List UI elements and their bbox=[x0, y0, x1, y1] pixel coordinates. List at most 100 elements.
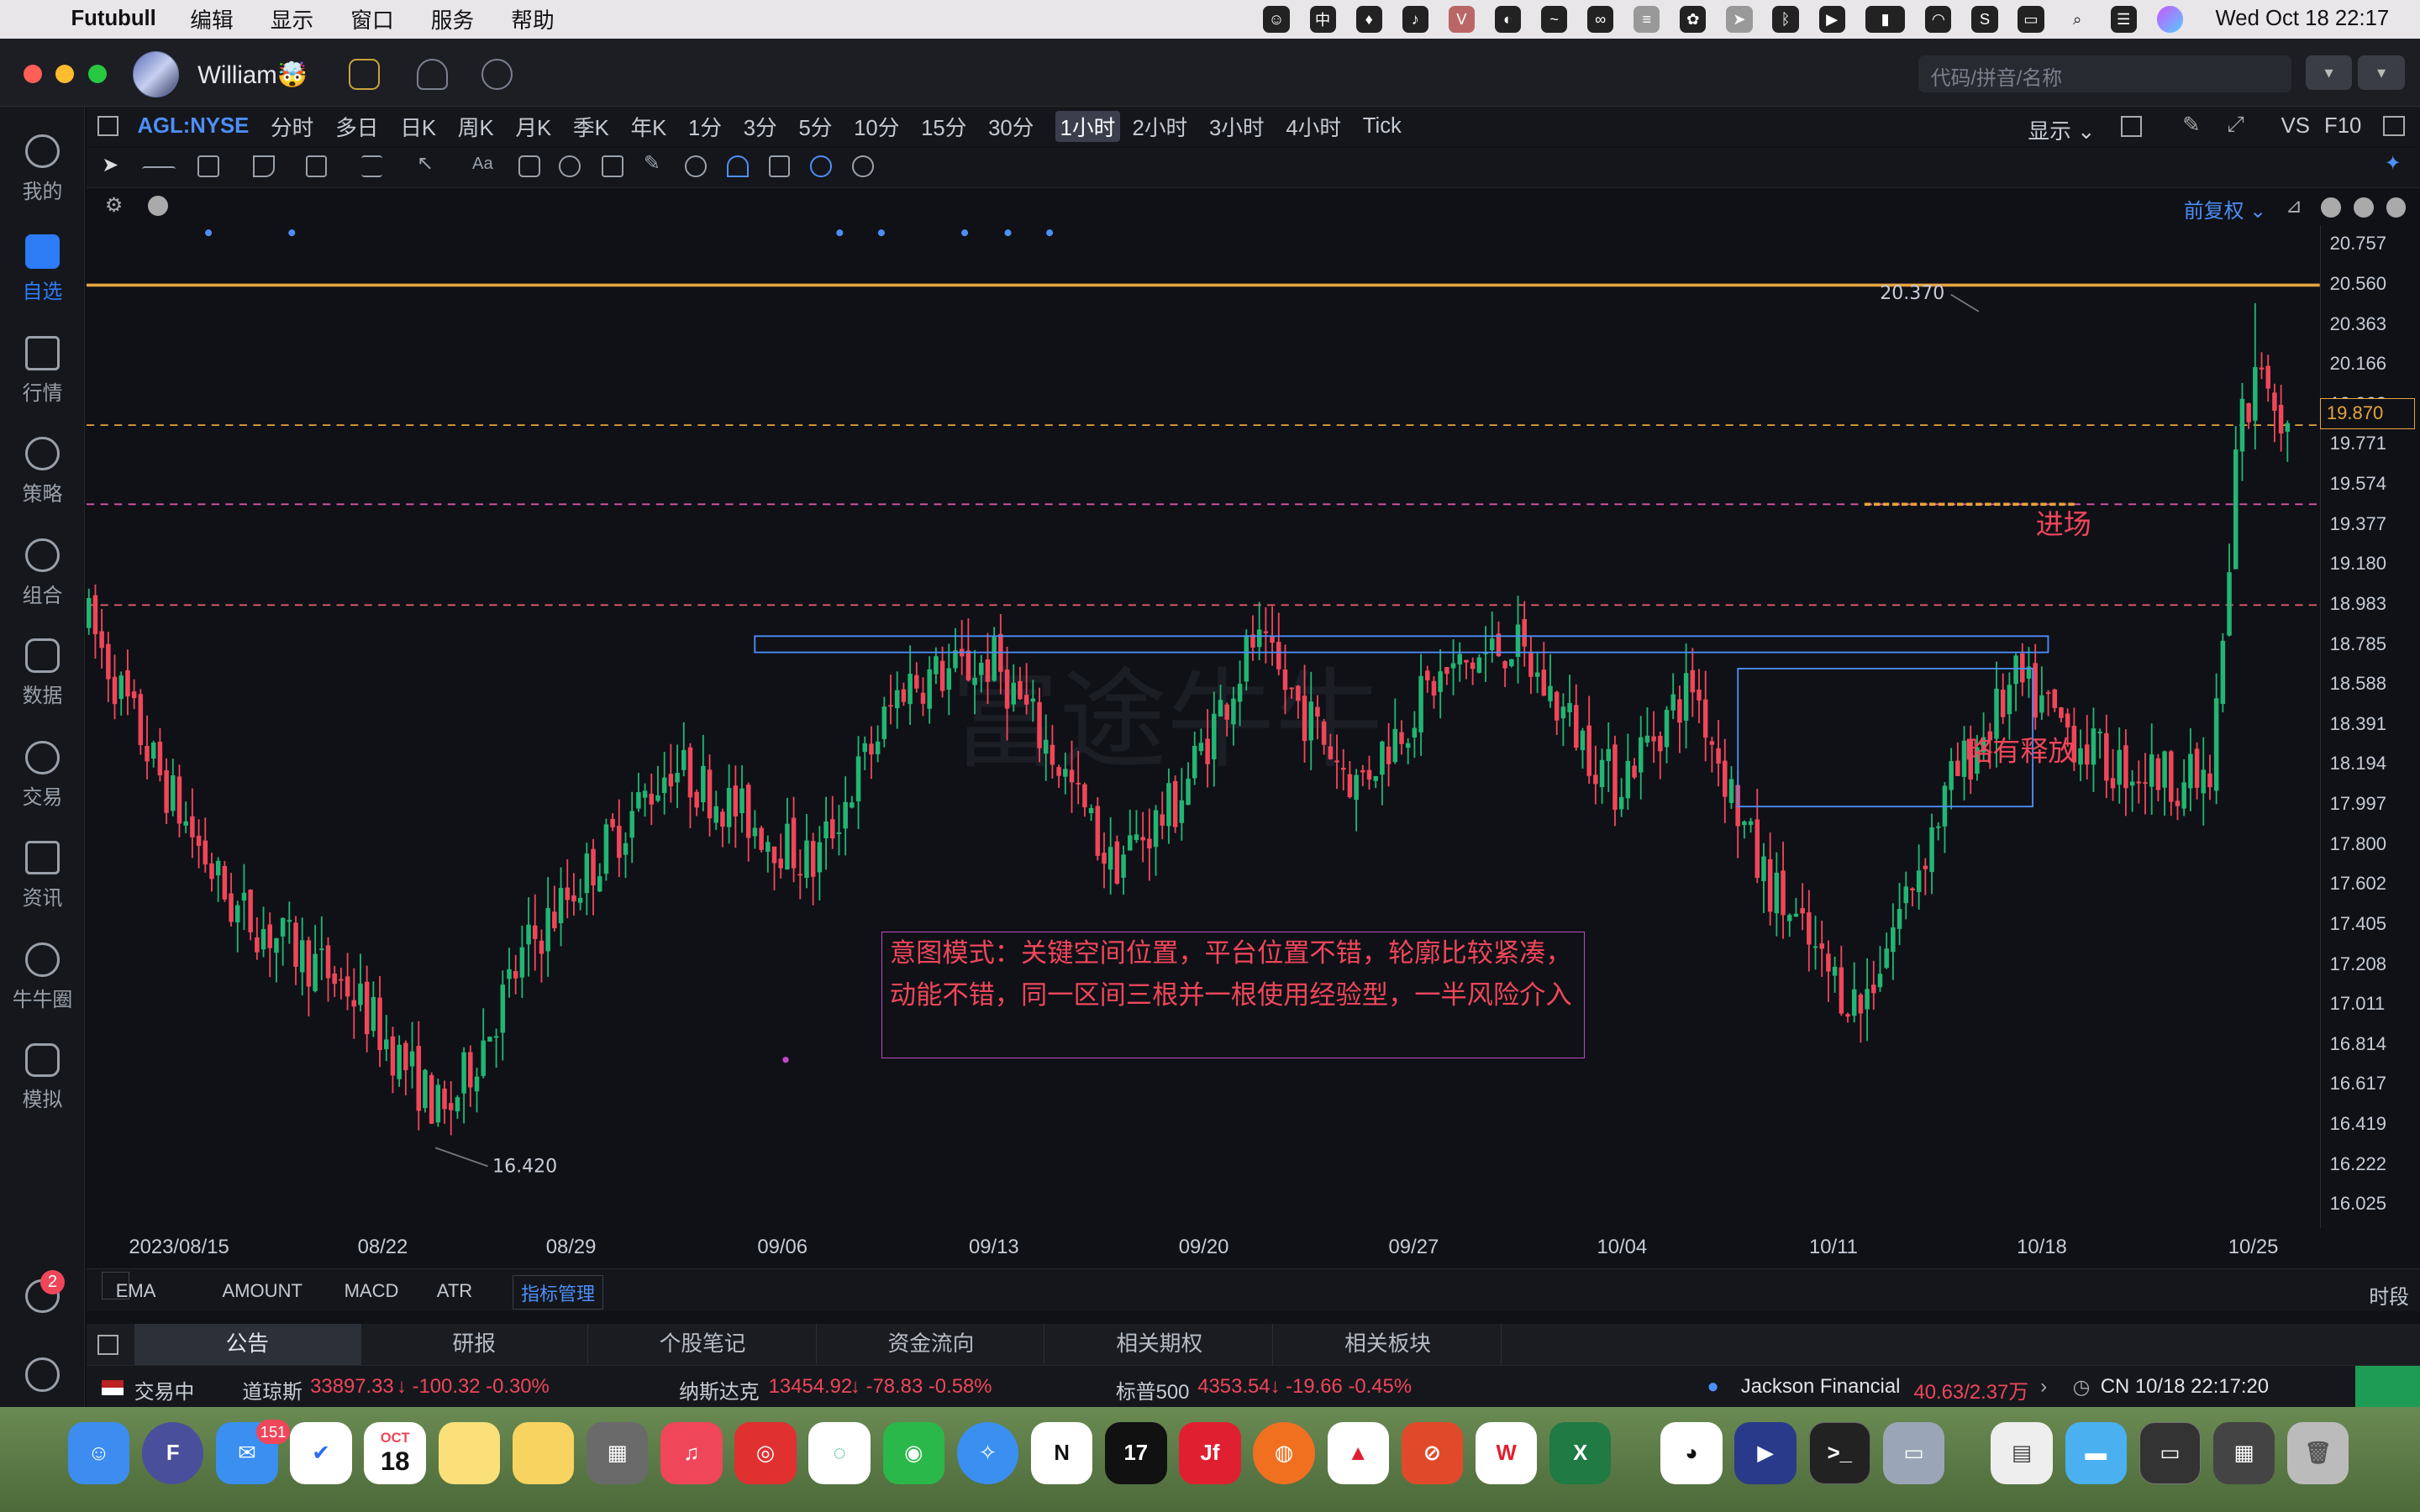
calculator-icon[interactable]: ▦ bbox=[586, 1422, 649, 1484]
sidebar-item-portfolio[interactable]: 组合 bbox=[0, 526, 85, 618]
tab-research[interactable]: 研报 bbox=[361, 1323, 588, 1366]
tab-notes[interactable]: 个股笔记 bbox=[590, 1323, 817, 1366]
tab-monthly[interactable]: 月K bbox=[515, 117, 552, 141]
tab-tick[interactable]: Tick bbox=[1362, 114, 1402, 139]
avatar[interactable] bbox=[132, 50, 180, 97]
cursor-icon[interactable]: ➤ bbox=[102, 153, 119, 176]
bell-icon[interactable]: ♪ bbox=[1402, 6, 1428, 33]
futubull-dock-icon[interactable]: F bbox=[141, 1422, 204, 1484]
pin-icon[interactable]: ✦ bbox=[2384, 151, 2402, 175]
magnet-icon[interactable] bbox=[727, 155, 749, 178]
tab-daily[interactable]: 日K bbox=[400, 117, 437, 141]
meeting-icon[interactable]: ▶ bbox=[1734, 1422, 1797, 1484]
close-window-button[interactable] bbox=[23, 65, 42, 84]
excel-icon[interactable]: X bbox=[1549, 1422, 1612, 1484]
wps-icon[interactable]: W bbox=[1475, 1422, 1538, 1484]
display-icon[interactable]: ▭ bbox=[2018, 6, 2044, 33]
menubar-clock[interactable]: Wed Oct 18 22:17 bbox=[2215, 7, 2390, 31]
menu-edit[interactable]: 编辑 bbox=[190, 9, 234, 34]
mail-icon[interactable]: ✉ bbox=[216, 1422, 278, 1484]
headset-icon[interactable]: ◐ bbox=[1494, 6, 1522, 33]
shield-icon[interactable]: ♦ bbox=[1355, 6, 1382, 33]
send-icon[interactable]: ➤ bbox=[1726, 6, 1753, 33]
news-ticker-name[interactable]: Jackson Financial bbox=[1740, 1375, 1901, 1399]
indicator-amount[interactable]: AMOUNT bbox=[222, 1279, 302, 1301]
tab-1hour[interactable]: 1小时 bbox=[1055, 111, 1120, 143]
creative-cloud-icon[interactable]: ∞ bbox=[1587, 6, 1614, 33]
chat-button[interactable]: 2 bbox=[0, 1267, 85, 1328]
symbol-label[interactable]: AGL:NYSE bbox=[137, 114, 250, 139]
menu-help[interactable]: 帮助 bbox=[511, 9, 555, 34]
chevron-down-icon[interactable] bbox=[148, 196, 169, 217]
menu-services[interactable]: 服务 bbox=[430, 9, 475, 34]
control-center-icon[interactable]: ☰ bbox=[2110, 6, 2137, 33]
todo-icon[interactable]: ✔ bbox=[290, 1422, 352, 1484]
screenshot-stack-icon[interactable]: ▭ bbox=[2139, 1422, 2202, 1484]
zoom-tool-icon[interactable] bbox=[558, 155, 581, 178]
search-icon[interactable]: ⌕ bbox=[2072, 9, 2082, 28]
music-icon[interactable]: ♫ bbox=[660, 1422, 723, 1484]
input-method-icon[interactable]: 中 bbox=[1309, 6, 1336, 33]
collapse-icon[interactable] bbox=[2353, 197, 2374, 218]
display-dropdown[interactable]: 显示 ⌄ bbox=[2028, 119, 2096, 144]
tab-intraday[interactable]: 分时 bbox=[270, 117, 314, 141]
notion-icon[interactable]: N bbox=[1030, 1422, 1093, 1484]
app-name-menu[interactable]: Futubull bbox=[71, 7, 156, 31]
zoom-window-button[interactable] bbox=[87, 65, 107, 84]
comment-tool-icon[interactable] bbox=[518, 155, 540, 178]
wechat-share-button[interactable] bbox=[2354, 1366, 2420, 1409]
sidebar-item-strategy[interactable]: 策略 bbox=[0, 424, 85, 517]
netease-music-icon[interactable]: ◎ bbox=[734, 1422, 797, 1484]
fullscreen-icon[interactable]: ⤢ bbox=[2227, 113, 2244, 137]
sidebar-item-watchlist[interactable]: 自选 bbox=[0, 222, 85, 314]
support-headset-icon[interactable] bbox=[481, 58, 513, 90]
settings-button[interactable] bbox=[0, 1346, 85, 1407]
sidebar-item-market[interactable]: 行情 bbox=[0, 324, 85, 417]
sidebar-item-community[interactable]: 牛牛圈 bbox=[0, 931, 85, 1023]
draw-settings-icon[interactable] bbox=[851, 155, 874, 178]
document-stack-icon[interactable]: ▤ bbox=[1991, 1422, 2053, 1484]
trash-dock-icon[interactable]: 🗑 bbox=[2286, 1422, 2349, 1484]
eraser-icon[interactable]: ✎ bbox=[643, 151, 660, 175]
line-tool-icon[interactable] bbox=[141, 166, 176, 188]
period-label[interactable]: 时段 bbox=[2369, 1285, 2410, 1309]
notification-bell-icon[interactable] bbox=[416, 58, 448, 90]
measure-tool-icon[interactable] bbox=[360, 155, 383, 178]
play-icon[interactable]: ▶ bbox=[1818, 6, 1845, 33]
notes-icon[interactable] bbox=[438, 1422, 501, 1484]
sidebar-item-trade[interactable]: 交易 bbox=[0, 728, 85, 821]
stocks-icon[interactable]: ~ bbox=[1540, 6, 1568, 33]
sync-icon[interactable] bbox=[810, 155, 832, 178]
panel-toggle-icon[interactable] bbox=[2382, 115, 2405, 136]
wave-tool-icon[interactable] bbox=[253, 155, 275, 178]
stamp-tool-icon[interactable] bbox=[602, 155, 623, 178]
preview-icon[interactable]: ▭ bbox=[1882, 1422, 1945, 1484]
chevron-right-icon[interactable]: › bbox=[2040, 1375, 2048, 1399]
tab-5min[interactable]: 5分 bbox=[798, 117, 833, 141]
refresh-app-icon[interactable]: ◌ bbox=[808, 1422, 871, 1484]
tab-multiday[interactable]: 多日 bbox=[335, 117, 379, 141]
menu-window[interactable]: 窗口 bbox=[350, 9, 394, 34]
qr-stack-icon[interactable]: ▦ bbox=[2212, 1422, 2275, 1484]
tab-weekly[interactable]: 周K bbox=[457, 117, 494, 141]
tab-15min[interactable]: 15分 bbox=[921, 117, 967, 141]
leaf-icon[interactable]: ✿ bbox=[1680, 6, 1707, 33]
index-dji-name[interactable]: 道琼斯 bbox=[242, 1381, 302, 1404]
wechat-icon[interactable]: ◉ bbox=[882, 1422, 945, 1484]
tab-options[interactable]: 相关期权 bbox=[1046, 1323, 1274, 1366]
minimize-window-button[interactable] bbox=[55, 65, 75, 84]
text-tool-icon[interactable]: Aa bbox=[472, 154, 493, 173]
stripes-icon[interactable]: ≡ bbox=[1634, 6, 1660, 33]
menu-view[interactable]: 显示 bbox=[270, 9, 314, 34]
tab-2hour[interactable]: 2小时 bbox=[1132, 117, 1188, 141]
pen-icon[interactable]: ✎ bbox=[2182, 113, 2201, 138]
zoom-in-icon[interactable] bbox=[2386, 197, 2407, 218]
rect-tool-icon[interactable] bbox=[197, 155, 219, 178]
sidebar-item-news[interactable]: 资讯 bbox=[0, 828, 85, 921]
siri-icon[interactable] bbox=[2156, 6, 2183, 33]
bluetooth-icon[interactable]: ᛒ bbox=[1772, 6, 1799, 33]
tab-quarterly[interactable]: 季K bbox=[572, 117, 609, 141]
candlestick-chart[interactable]: 富途牛牛 进场 略有释放 20.370 16.420 bbox=[86, 225, 2320, 1228]
tab-capital-flow[interactable]: 资金流向 bbox=[818, 1323, 1045, 1366]
fib-tool-icon[interactable] bbox=[305, 155, 328, 178]
